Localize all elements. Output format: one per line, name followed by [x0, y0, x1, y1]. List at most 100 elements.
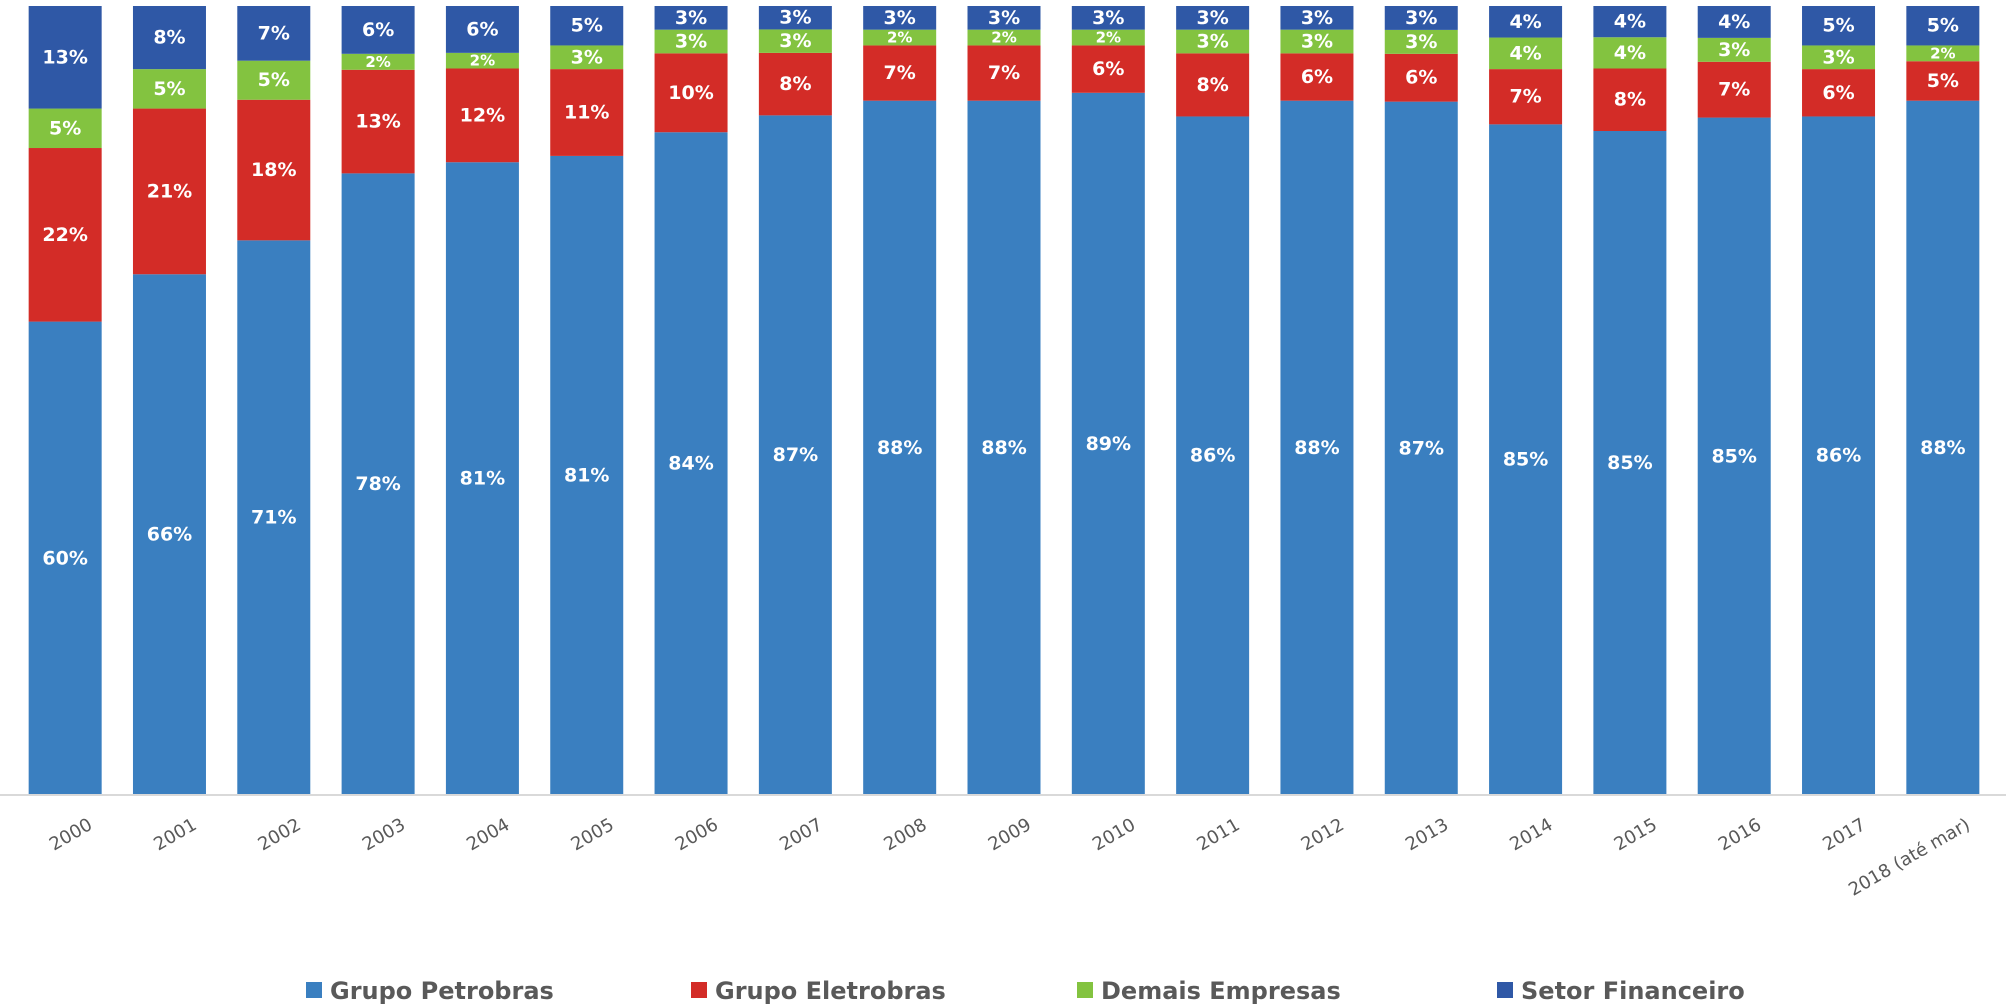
bar-segment-4-13: [1280, 6, 1354, 30]
legend-swatch-4: [1497, 982, 1513, 998]
bar-segment-3-13: [1280, 29, 1354, 54]
x-tick-label-16: 2015: [1611, 814, 1661, 855]
bar-segment-1-5: [445, 162, 519, 796]
bar-segment-3-16: [1593, 37, 1667, 69]
bar-segment-2-10: [967, 45, 1041, 101]
data-label-4-18: 5%: [1822, 15, 1854, 37]
data-label-1-1: 60%: [42, 547, 87, 569]
bar-segment-2-2: [132, 108, 206, 275]
bar-segment-4-7: [654, 6, 728, 30]
data-label-2-16: 8%: [1614, 89, 1646, 111]
bar-segment-4-6: [550, 6, 624, 46]
data-label-2-13: 6%: [1301, 66, 1333, 88]
bar-segment-3-7: [654, 29, 728, 54]
legend-label-2: Grupo Eletrobras: [715, 977, 946, 1005]
data-label-1-18: 86%: [1816, 445, 1861, 467]
bar-segment-3-11: [1071, 29, 1145, 46]
data-label-3-5: 2%: [470, 52, 495, 70]
data-label-2-8: 8%: [779, 73, 811, 95]
x-tick-label-17: 2016: [1715, 814, 1765, 855]
data-label-2-1: 22%: [42, 224, 87, 246]
bar-segment-1-13: [1280, 100, 1354, 796]
data-label-2-19: 5%: [1927, 70, 1959, 92]
data-label-2-14: 6%: [1405, 67, 1437, 89]
data-label-3-2: 5%: [153, 78, 185, 100]
data-label-2-10: 7%: [988, 62, 1020, 84]
bar-segment-2-9: [863, 45, 937, 101]
data-label-1-10: 88%: [981, 437, 1026, 459]
bar-segment-3-5: [445, 52, 519, 69]
data-label-2-3: 18%: [251, 159, 296, 181]
data-label-1-9: 88%: [877, 437, 922, 459]
bar-segment-1-15: [1489, 124, 1563, 796]
bar-segment-1-8: [758, 115, 832, 796]
x-tick-label-3: 2002: [255, 814, 305, 855]
x-tick-label-2: 2001: [150, 814, 200, 855]
x-tick-label-7: 2006: [672, 814, 722, 855]
bar-segment-4-16: [1593, 6, 1667, 38]
data-label-3-8: 3%: [779, 30, 811, 52]
x-tick-label-14: 2013: [1402, 814, 1452, 855]
bar-segment-2-18: [1802, 69, 1876, 117]
data-label-4-6: 5%: [571, 15, 603, 37]
data-label-1-15: 85%: [1503, 449, 1548, 471]
bar-segment-1-18: [1802, 116, 1876, 795]
data-label-3-14: 3%: [1405, 31, 1437, 53]
bar-segment-3-8: [758, 29, 832, 53]
bar-segment-4-18: [1802, 6, 1876, 46]
data-label-3-10: 2%: [991, 29, 1016, 47]
bar-segment-2-19: [1906, 61, 1980, 101]
data-label-3-7: 3%: [675, 31, 707, 53]
bar-segment-4-14: [1384, 6, 1458, 30]
data-label-1-5: 81%: [460, 468, 505, 490]
data-label-3-17: 3%: [1718, 39, 1750, 61]
bar-segment-4-11: [1071, 6, 1145, 30]
data-label-2-18: 6%: [1822, 82, 1854, 104]
bar-segment-1-2: [132, 274, 206, 795]
bar-segment-4-8: [758, 6, 832, 30]
data-label-1-11: 89%: [1086, 433, 1131, 455]
data-label-4-8: 3%: [779, 7, 811, 29]
data-label-3-11: 2%: [1096, 29, 1121, 47]
data-label-4-11: 3%: [1092, 7, 1124, 29]
bar-segment-1-1: [28, 321, 102, 795]
data-label-1-3: 71%: [251, 507, 296, 529]
data-label-4-13: 3%: [1301, 7, 1333, 29]
data-label-4-1: 13%: [42, 46, 87, 68]
bar-segment-2-8: [758, 52, 832, 116]
bar-segment-3-4: [341, 53, 415, 70]
data-label-1-8: 87%: [773, 444, 818, 466]
data-label-2-2: 21%: [147, 180, 192, 202]
data-label-4-14: 3%: [1405, 7, 1437, 29]
bar-segment-3-19: [1906, 45, 1980, 62]
x-tick-label-9: 2008: [880, 814, 930, 855]
bar-segment-4-5: [445, 6, 519, 53]
bar-segment-1-16: [1593, 130, 1667, 796]
bar-segment-2-17: [1697, 61, 1771, 118]
data-label-4-2: 8%: [153, 27, 185, 49]
data-label-4-19: 5%: [1927, 15, 1959, 37]
data-label-4-7: 3%: [675, 7, 707, 29]
data-label-3-18: 3%: [1822, 46, 1854, 68]
bar-segment-4-9: [863, 6, 937, 30]
bar-segment-1-14: [1384, 101, 1458, 795]
bar-segment-1-10: [967, 100, 1041, 796]
data-label-4-12: 3%: [1196, 7, 1228, 29]
x-tick-label-4: 2003: [359, 814, 409, 855]
data-label-4-16: 4%: [1614, 11, 1646, 33]
segment-labels-layer: 60% 22% 5% 13% 66% 21% 5% 8% 71% 18% 5% 7% 78% 13% 2% 6…: [42, 7, 1965, 570]
data-label-3-9: 2%: [887, 29, 912, 47]
data-label-2-17: 7%: [1718, 79, 1750, 101]
x-tick-label-15: 2014: [1506, 814, 1556, 855]
x-tick-label-6: 2005: [567, 814, 617, 855]
bar-segment-3-17: [1697, 37, 1771, 62]
bar-segment-2-15: [1489, 69, 1563, 125]
bar-segment-3-2: [132, 69, 206, 109]
data-label-4-15: 4%: [1509, 11, 1541, 33]
data-label-3-15: 4%: [1509, 42, 1541, 64]
bar-segment-2-3: [237, 99, 311, 241]
data-label-1-12: 86%: [1190, 445, 1235, 467]
bar-segment-3-9: [863, 29, 937, 46]
data-label-3-4: 2%: [365, 53, 390, 71]
